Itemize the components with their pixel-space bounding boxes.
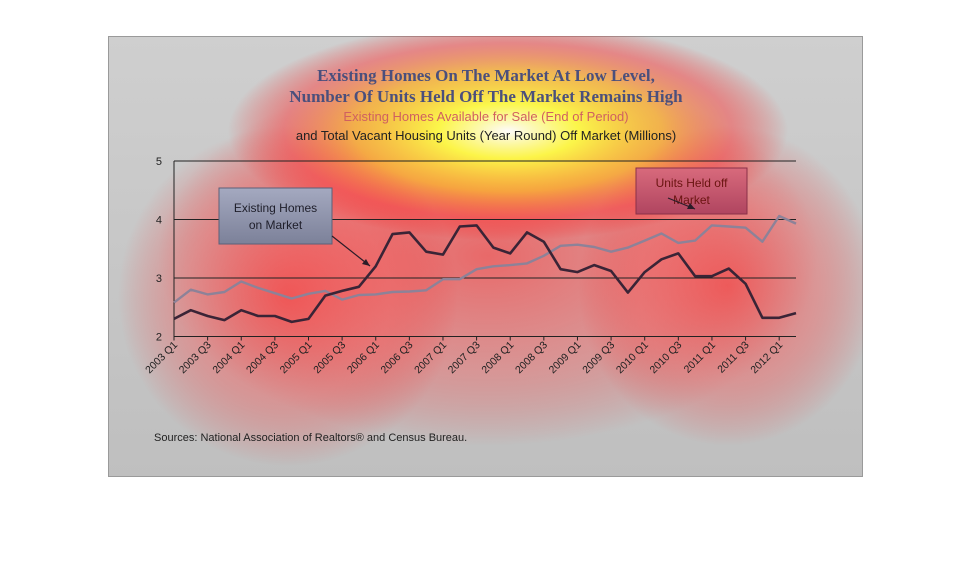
y-tick-label: 4 — [156, 215, 162, 227]
gridlines — [173, 160, 796, 337]
annotation-held-box — [635, 167, 748, 215]
series-layer — [173, 214, 797, 324]
annotation-existing-box — [218, 187, 333, 245]
annotation-existing-arrowhead — [362, 259, 370, 266]
chart-title-line-2: Number Of Units Held Off The Market Rema… — [289, 87, 683, 106]
annotation-existing-line-1: Existing Homes — [234, 201, 317, 215]
annotation-existing-line-2: on Market — [249, 218, 303, 232]
annotation-held-line-1: Units Held off — [656, 176, 728, 190]
chart-frame: Existing Homes On The Market At Low Leve… — [108, 36, 863, 477]
annotation-held-line-2: Market — [673, 193, 710, 207]
chart-subtitle-line-2: and Total Vacant Housing Units (Year Rou… — [296, 128, 676, 143]
y-tick-label: 2 — [156, 332, 162, 344]
y-axis-ticks: 2 3 4 5 — [156, 156, 162, 344]
annotation-held-off: Units Held off Market — [635, 167, 748, 215]
chart-title-line-1: Existing Homes On The Market At Low Leve… — [317, 66, 655, 85]
chart-subtitle-line-1: Existing Homes Available for Sale (End o… — [343, 109, 628, 124]
series-existing-homes-line — [173, 224, 797, 324]
series-units-held-off-line — [173, 214, 797, 304]
line-chart: Existing Homes On The Market At Low Leve… — [108, 36, 863, 477]
y-tick-label: 3 — [156, 273, 162, 285]
y-tick-label: 5 — [156, 156, 162, 168]
annotation-existing-homes: Existing Homes on Market — [218, 187, 371, 267]
annotation-existing-arrow — [331, 235, 371, 267]
chart-source-note: Sources: National Association of Realtor… — [154, 432, 467, 444]
annotation-held-arrowhead — [687, 203, 695, 209]
